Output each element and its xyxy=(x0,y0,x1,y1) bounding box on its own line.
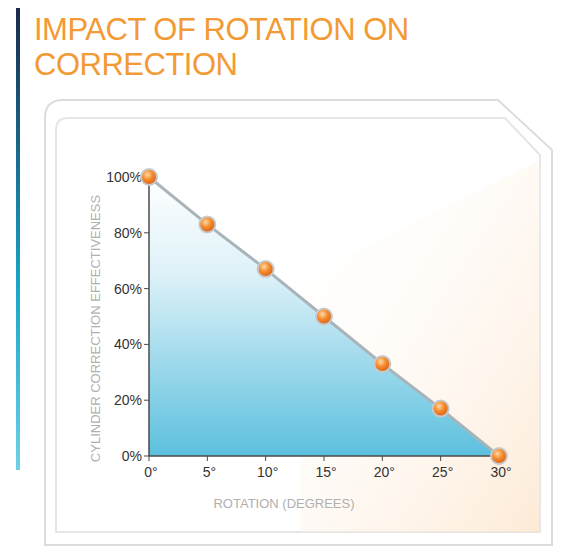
x-tick-label: 0° xyxy=(144,464,157,480)
y-tick xyxy=(144,288,149,289)
y-tick-label: 40% xyxy=(114,336,142,352)
marker xyxy=(374,356,390,372)
x-tick xyxy=(149,456,150,461)
y-tick-label: 20% xyxy=(114,392,142,408)
x-tick xyxy=(265,456,266,461)
y-tick-label: 100% xyxy=(106,169,142,185)
marker xyxy=(491,448,507,464)
panel-frame xyxy=(45,100,552,545)
accent-bar xyxy=(16,8,20,470)
markers xyxy=(141,169,507,464)
line xyxy=(149,177,499,456)
y-tick xyxy=(144,400,149,401)
marker xyxy=(199,216,215,232)
marker xyxy=(433,401,449,417)
chart: 0% 20% 40% 60% 80% 100% 0° 5° 10° 15° 20° 25° 30° ROT… xyxy=(0,0,568,556)
marker xyxy=(258,261,274,277)
x-tick xyxy=(382,456,383,461)
marker xyxy=(316,309,332,325)
x-tick xyxy=(324,456,325,461)
y-axis-label: CYLINDER CORRECTION EFFECTIVENESS xyxy=(88,195,103,463)
y-tick-label: 60% xyxy=(114,281,142,297)
y-tick-label: 80% xyxy=(114,225,142,241)
x-tick-label: 5° xyxy=(203,464,216,480)
marker xyxy=(141,169,157,185)
x-tick-label: 10° xyxy=(257,464,278,480)
y-axis xyxy=(148,177,150,456)
x-tick-label: 15° xyxy=(315,464,336,480)
x-tick-label: 25° xyxy=(432,464,453,480)
panel-inner xyxy=(56,118,540,532)
title: IMPACT OF ROTATION ON CORRECTION xyxy=(34,12,434,82)
y-tick-label: 0% xyxy=(122,448,142,464)
x-tick xyxy=(440,456,441,461)
x-tick xyxy=(207,456,208,461)
y-tick xyxy=(144,232,149,233)
x-tick-label: 20° xyxy=(374,464,395,480)
area xyxy=(149,177,499,456)
y-tick xyxy=(144,456,149,457)
plot-area xyxy=(149,177,499,456)
x-tick-label: 30° xyxy=(490,464,511,480)
x-axis-label: ROTATION (DEGREES) xyxy=(213,496,354,511)
y-tick xyxy=(144,344,149,345)
